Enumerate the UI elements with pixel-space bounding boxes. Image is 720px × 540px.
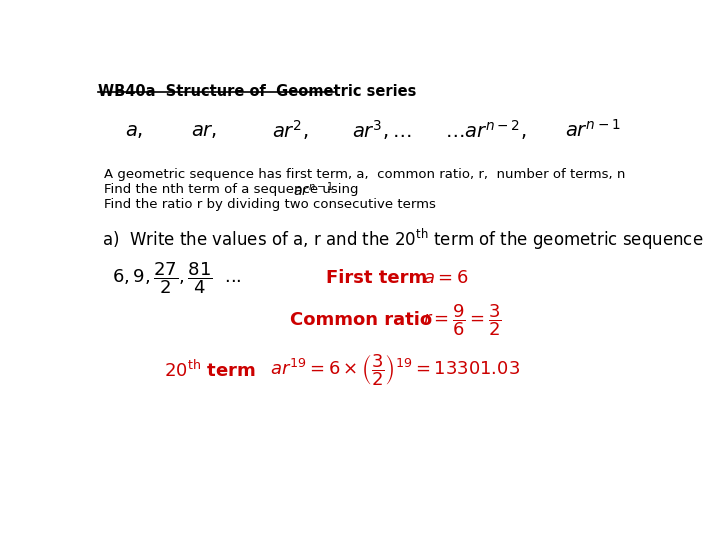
Text: A geometric sequence has first term, a,  common ratio, r,  number of terms, n: A geometric sequence has first term, a, … [104, 167, 626, 181]
Text: $ar^3, \ldots$: $ar^3, \ldots$ [352, 118, 411, 142]
Text: $ar^{n-1}$: $ar^{n-1}$ [565, 119, 621, 141]
Text: WB40a  Structure of  Geometric series: WB40a Structure of Geometric series [98, 84, 416, 99]
Text: $a,$: $a,$ [125, 121, 143, 140]
Text: Find the nth term of a sequence using: Find the nth term of a sequence using [104, 183, 359, 196]
Text: $a = 6$: $a = 6$ [423, 269, 469, 287]
Text: $20^{\mathrm{th}}$ term: $20^{\mathrm{th}}$ term [163, 360, 256, 381]
Text: $ar^2,$: $ar^2,$ [272, 118, 308, 142]
Text: First term: First term [326, 269, 428, 287]
Text: $\ldots ar^{n-2},$: $\ldots ar^{n-2},$ [445, 118, 526, 142]
Text: $ar^{n-1}$: $ar^{n-1}$ [293, 180, 333, 199]
Text: Find the ratio r by dividing two consecutive terms: Find the ratio r by dividing two consecu… [104, 198, 436, 212]
Text: $6, 9, \dfrac{27}{2}, \dfrac{81}{4}$  ...: $6, 9, \dfrac{27}{2}, \dfrac{81}{4}$ ... [112, 260, 241, 296]
Text: $ar^{19} = 6 \times \left(\dfrac{3}{2}\right)^{19} = 13301.03$: $ar^{19} = 6 \times \left(\dfrac{3}{2}\r… [270, 353, 520, 388]
Text: $r = \dfrac{9}{6} = \dfrac{3}{2}$: $r = \dfrac{9}{6} = \dfrac{3}{2}$ [423, 302, 502, 338]
Text: $ar,$: $ar,$ [191, 121, 217, 140]
Text: Common ratio: Common ratio [290, 312, 432, 329]
Text: a)  Write the values of a, r and the $20^{\mathrm{th}}$ term of the geometric se: a) Write the values of a, r and the $20^… [102, 227, 703, 252]
